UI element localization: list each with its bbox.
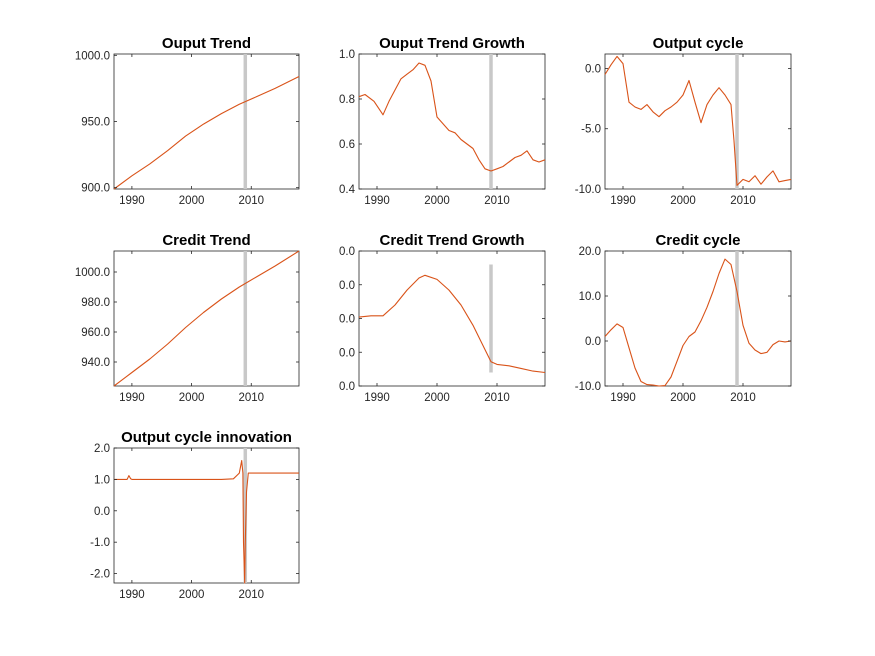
axes-box xyxy=(358,53,546,190)
x-tick-label: 1990 xyxy=(119,589,145,601)
y-tick-label: 0.0 xyxy=(339,280,355,292)
subplot-2: 1990 2000 2010 0.4 0.6 0.8 1.0 Ouput Trend Grow… xyxy=(339,35,546,207)
series-line-1 xyxy=(358,274,546,374)
y-tick-label: 0.0 xyxy=(585,63,601,75)
subplot-title: Credit cycle xyxy=(655,232,740,249)
series-line-1 xyxy=(114,460,299,584)
series-line-1 xyxy=(604,55,792,186)
series-line-1 xyxy=(113,76,300,190)
series-line-1 xyxy=(604,258,792,387)
x-tick-label: 2010 xyxy=(238,589,264,601)
x-tick-label: 1990 xyxy=(364,195,390,207)
subplot-title: Credit Trend Growth xyxy=(379,232,524,249)
axes-box xyxy=(358,250,546,387)
subplot-3: 1990 2000 2010 -10.0 -5.0 0.0 Output cycle xyxy=(575,35,792,207)
subplot-title: Output cycle innovation xyxy=(121,429,292,446)
subplot-title: Ouput Trend Growth xyxy=(379,35,525,52)
y-tick-label: 1000.0 xyxy=(75,50,110,62)
y-tick-label: 0.0 xyxy=(339,246,355,258)
x-tick-label: 2010 xyxy=(484,392,510,404)
subplot-4: 1990 2000 2010 940.0 960.0 980.0 1000.0 Credit … xyxy=(75,232,300,404)
y-tick-label: -2.0 xyxy=(90,569,110,581)
axes-box xyxy=(604,53,792,190)
x-tick-label: 2000 xyxy=(670,392,696,404)
x-tick-label: 2010 xyxy=(238,392,264,404)
y-tick-label: 0.0 xyxy=(94,506,110,518)
x-tick-label: 2000 xyxy=(179,195,205,207)
axes-box xyxy=(113,250,300,387)
axes-box xyxy=(113,447,300,584)
y-tick-label: -5.0 xyxy=(581,124,601,136)
y-tick-label: 940.0 xyxy=(81,357,110,369)
x-tick-label: 1990 xyxy=(364,392,390,404)
y-tick-label: 0.6 xyxy=(339,139,355,151)
y-tick-label: 960.0 xyxy=(81,327,110,339)
y-tick-label: 980.0 xyxy=(81,297,110,309)
series-line-1 xyxy=(113,250,300,387)
y-tick-label: 0.4 xyxy=(339,184,356,196)
x-tick-label: 2000 xyxy=(424,392,450,404)
y-tick-label: 1.0 xyxy=(94,474,110,486)
y-tick-label: 1.0 xyxy=(339,49,355,61)
y-tick-label: 0.0 xyxy=(585,336,601,348)
y-tick-label: 0.0 xyxy=(339,381,355,393)
x-tick-label: 1990 xyxy=(610,195,636,207)
y-tick-label: 1000.0 xyxy=(75,267,110,279)
y-tick-label: 10.0 xyxy=(579,291,601,303)
subplot-7: 1990 2000 2010 -2.0 -1.0 0.0 1.0 2.0 Output cycl… xyxy=(90,429,300,601)
series-line-1 xyxy=(358,62,546,172)
x-tick-label: 2010 xyxy=(730,195,756,207)
axes-box xyxy=(113,53,300,190)
x-tick-label: 1990 xyxy=(119,392,145,404)
y-tick-label: 20.0 xyxy=(579,246,601,258)
x-tick-label: 2010 xyxy=(238,195,264,207)
subplot-1: 1990 2000 2010 900.0 950.0 1000.0 Ouput Trend xyxy=(75,35,300,207)
y-tick-label: -10.0 xyxy=(575,184,601,196)
x-tick-label: 2010 xyxy=(730,392,756,404)
subplot-6: 1990 2000 2010 -10.0 0.0 10.0 20.0 Credit cycle xyxy=(575,232,792,404)
y-tick-label: 0.0 xyxy=(339,314,355,326)
subplot-title: Ouput Trend xyxy=(162,35,251,52)
y-tick-label: 2.0 xyxy=(94,443,110,455)
subplot-title: Credit Trend xyxy=(162,232,250,249)
x-tick-label: 1990 xyxy=(610,392,636,404)
y-tick-label: -10.0 xyxy=(575,381,601,393)
y-tick-label: 0.0 xyxy=(339,347,355,359)
x-tick-label: 2000 xyxy=(179,392,205,404)
x-tick-label: 2010 xyxy=(484,195,510,207)
x-tick-label: 2000 xyxy=(424,195,450,207)
axes-box xyxy=(604,250,792,387)
y-tick-label: -1.0 xyxy=(90,537,110,549)
y-tick-label: 950.0 xyxy=(81,117,110,129)
x-tick-label: 2000 xyxy=(670,195,696,207)
y-tick-label: 0.8 xyxy=(339,94,355,106)
x-tick-label: 2000 xyxy=(179,589,205,601)
y-tick-label: 900.0 xyxy=(81,183,110,195)
subplot-5: 1990 2000 2010 0.0 0.0 0.0 0.0 0.0 Credit Trend … xyxy=(339,232,546,404)
subplot-title: Output cycle xyxy=(653,35,744,52)
x-tick-label: 1990 xyxy=(119,195,145,207)
